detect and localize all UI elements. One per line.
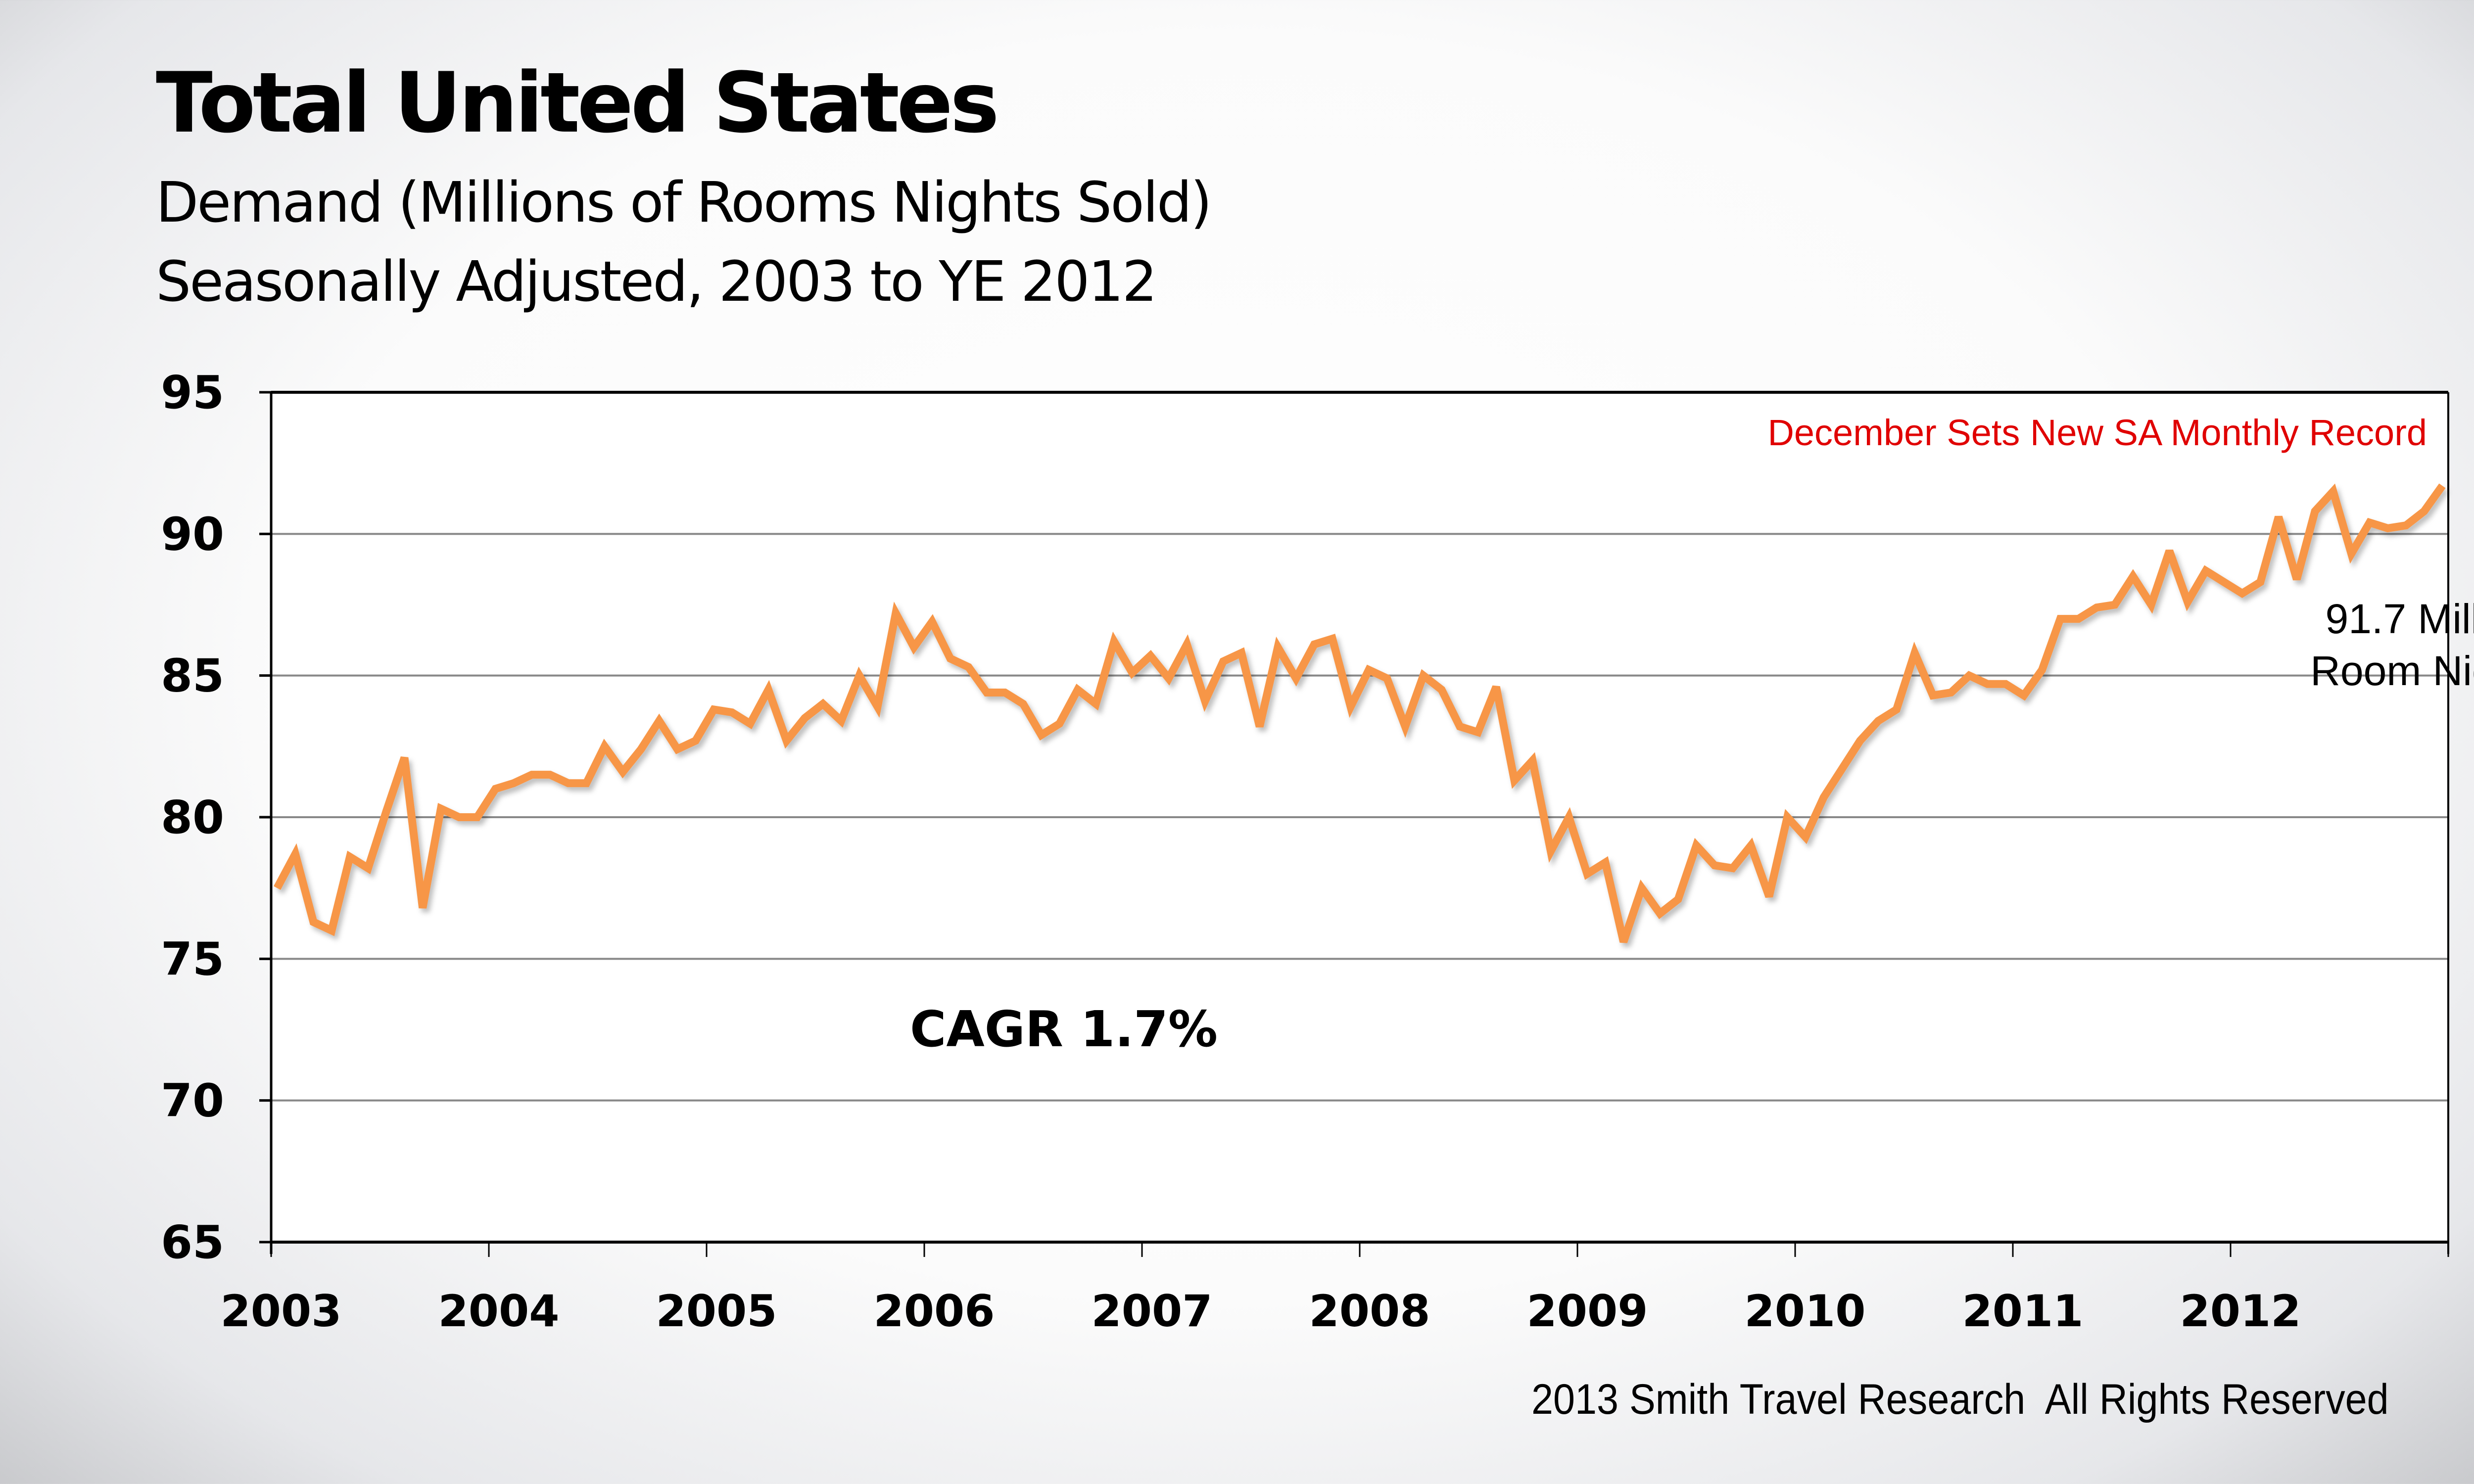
series-line bbox=[273, 483, 2446, 943]
page-title: Total United States bbox=[156, 54, 999, 151]
x-tick-label: 2009 bbox=[1527, 1286, 1648, 1337]
y-axis: 95 90 85 80 75 70 65 bbox=[161, 366, 2449, 1269]
x-tick-label: 2003 bbox=[221, 1286, 342, 1337]
x-axis: 2003 2004 2005 2006 2007 2008 2009 2010 2011 2012 bbox=[221, 1242, 2449, 1337]
x-tick-label: 2004 bbox=[438, 1286, 560, 1337]
x-tick-label: 2007 bbox=[1092, 1286, 1213, 1337]
y-tick-label: 75 bbox=[161, 932, 224, 985]
y-tick-label: 80 bbox=[161, 791, 224, 844]
y-tick-label: 70 bbox=[161, 1074, 224, 1127]
gridlines bbox=[271, 391, 2448, 1244]
annotations-group: December Sets New SA Monthly Record 91.7… bbox=[910, 412, 2474, 1058]
last-value-annotation-line2: Room Nights bbox=[2310, 648, 2474, 694]
x-tick-label: 2005 bbox=[656, 1286, 777, 1337]
subtitle-period: Seasonally Adjusted, 2003 to YE 2012 bbox=[156, 250, 1157, 314]
y-tick-label: 95 bbox=[161, 366, 224, 419]
x-tick-label: 2012 bbox=[2180, 1286, 2301, 1337]
x-tick-label: 2006 bbox=[874, 1286, 995, 1337]
cagr-annotation: CAGR 1.7% bbox=[910, 1000, 1218, 1058]
record-annotation: December Sets New SA Monthly Record bbox=[1767, 412, 2427, 453]
last-value-annotation-line1: 91.7 Million bbox=[2326, 596, 2474, 642]
y-tick-label: 65 bbox=[161, 1216, 224, 1269]
x-tick-label: 2010 bbox=[1745, 1286, 1866, 1337]
x-tick-label: 2008 bbox=[1309, 1286, 1430, 1337]
series-group bbox=[273, 483, 2446, 943]
copyright-footer: 2013 Smith Travel Research All Rights Re… bbox=[1531, 1376, 2389, 1423]
x-tick-label: 2011 bbox=[1962, 1286, 2084, 1337]
y-tick-label: 90 bbox=[161, 508, 224, 560]
y-tick-label: 85 bbox=[161, 649, 224, 702]
subtitle-measure: Demand (Millions of Rooms Nights Sold) bbox=[156, 171, 1212, 235]
